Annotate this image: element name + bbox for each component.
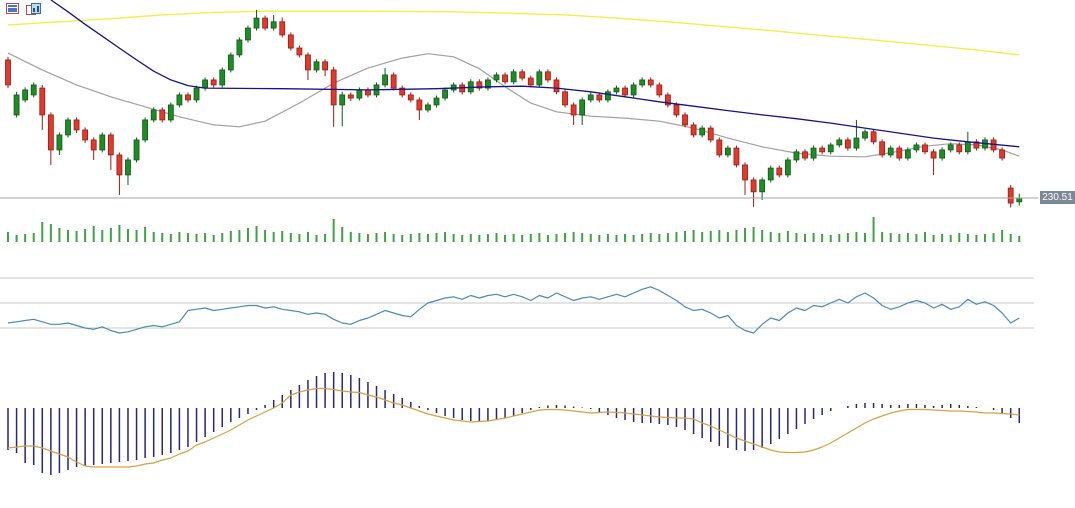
macd-layer	[7, 372, 1021, 475]
oscillator-layer	[0, 277, 1034, 334]
candlestick-layer	[5, 9, 1023, 208]
table-view-icon[interactable]	[6, 3, 19, 14]
volume-layer	[7, 217, 1021, 242]
last-price-badge: 230.51	[1040, 191, 1075, 204]
table-row-glyph	[8, 5, 17, 8]
chart-view-front-glyph	[31, 3, 41, 14]
table-row-glyph	[8, 7, 17, 10]
chart-view-icon[interactable]	[26, 3, 41, 15]
slow-ma-layer	[50, 0, 1020, 148]
toolbar	[6, 3, 41, 15]
table-row-glyph	[8, 9, 17, 12]
